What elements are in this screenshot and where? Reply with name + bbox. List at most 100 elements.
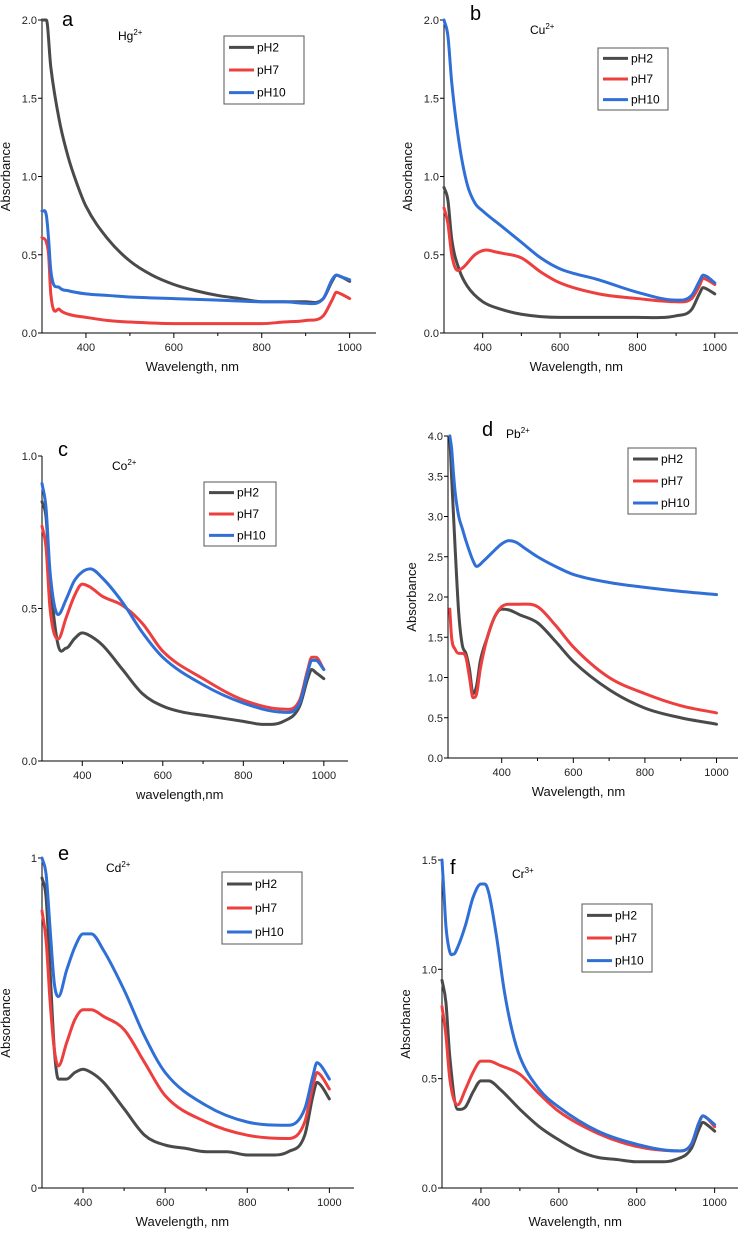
y-tick-label: 0.0: [422, 1183, 437, 1195]
legend: pH2 pH7 pH10: [203, 481, 277, 547]
ion-label: Cu2+: [530, 22, 555, 37]
panel-letter: c: [58, 439, 68, 461]
ion-symbol: Hg: [118, 29, 133, 43]
legend-label: pH7: [615, 931, 637, 945]
legend: pH2 pH7 pH10: [597, 47, 669, 111]
series-line-ph7: [40, 909, 331, 1140]
y-axis-label: Absorbance: [398, 989, 413, 1058]
y-tick-label: 2.0: [22, 15, 37, 27]
series-line-ph2: [40, 500, 326, 726]
series-line-ph10: [440, 858, 717, 1153]
ion-symbol: Cr: [512, 867, 525, 881]
y-tick-label: 0.0: [22, 756, 37, 768]
ion-charge: 2+: [121, 860, 130, 869]
x-tick-label: 400: [472, 1197, 490, 1209]
series-line-ph2: [440, 978, 717, 1164]
chart-panel-b: 400 600 800 1000 0.0 0.5 1.0 1.5 2.0 Wavelength, …: [400, 3, 738, 374]
series-line-ph10: [448, 434, 719, 597]
series-line-ph10: [442, 18, 717, 302]
y-tick-label: 3.5: [428, 471, 443, 483]
y-tick-label: 1.0: [422, 964, 437, 976]
chart-panel-e: 400 600 800 1000 0 1 Wavelength, nm Absorbance e…: [0, 843, 354, 1229]
x-tick-label: 600: [551, 342, 569, 354]
y-tick-label: 2.5: [428, 552, 443, 564]
x-tick-label: 400: [474, 342, 492, 354]
legend-label: pH7: [257, 63, 279, 77]
x-tick-label: 1000: [312, 770, 336, 782]
legend-label: pH2: [237, 486, 259, 500]
x-tick-label: 800: [234, 770, 252, 782]
x-tick-label: 600: [156, 1197, 174, 1209]
y-tick-label: 4.0: [428, 431, 443, 443]
y-tick-label: 0.5: [422, 1074, 437, 1086]
y-tick-label: 2.0: [428, 592, 443, 604]
series-line-ph7: [448, 602, 719, 715]
legend: pH2 pH7 pH10: [581, 903, 653, 973]
legend-label: pH7: [631, 72, 653, 86]
legend-label: pH10: [615, 954, 644, 968]
ion-label: Cd2+: [106, 860, 131, 875]
y-tick-label: 0.5: [428, 713, 443, 725]
y-tick-label: 1.5: [422, 855, 437, 867]
ion-symbol: Cu: [530, 23, 545, 37]
ion-label: Cr3+: [512, 866, 534, 881]
series-line-ph2: [40, 876, 331, 1157]
x-tick-label: 800: [628, 342, 646, 354]
chart-panel-f: 400 600 800 1000 0.0 0.5 1.0 1.5 Wavelength, nm A…: [398, 855, 738, 1229]
x-tick-label: 400: [74, 1197, 92, 1209]
x-tick-label: 1000: [703, 342, 727, 354]
x-axis-label: Wavelength, nm: [528, 1214, 621, 1229]
y-axis-label: Absorbance: [404, 562, 419, 631]
legend: pH2 pH7 pH10: [221, 871, 303, 945]
x-tick-label: 400: [493, 767, 511, 779]
x-tick-label: 1000: [702, 1197, 726, 1209]
x-axis-label: Wavelength, nm: [146, 359, 239, 374]
ion-charge: 2+: [521, 426, 530, 435]
series-line-ph7: [440, 1005, 717, 1153]
y-axis-label: Absorbance: [0, 142, 13, 211]
y-axis-label: Absorbance: [0, 988, 13, 1057]
ion-label: Co2+: [112, 458, 137, 473]
y-tick-label: 1.0: [22, 172, 37, 184]
legend-label: pH10: [237, 528, 266, 542]
series-line-ph7: [40, 524, 326, 711]
chart-panel-a: 400 600 800 1000 0.0 0.5 1.0 1.5 2.0 Wavelength, …: [0, 9, 376, 374]
legend-label: pH7: [237, 507, 259, 521]
x-tick-label: 600: [564, 767, 582, 779]
x-tick-label: 600: [154, 770, 172, 782]
y-tick-label: 0.0: [424, 328, 439, 340]
legend: pH2 pH7 pH10: [627, 447, 697, 515]
ion-symbol: Pb: [506, 427, 521, 441]
y-tick-label: 3.0: [428, 512, 443, 524]
ion-label: Hg2+: [118, 28, 143, 43]
legend-label: pH7: [255, 901, 277, 915]
y-tick-label: 1.0: [428, 673, 443, 685]
x-tick-label: 1000: [317, 1197, 341, 1209]
legend: pH2 pH7 pH10: [223, 35, 305, 105]
x-tick-label: 600: [550, 1197, 568, 1209]
x-tick-label: 1000: [337, 342, 361, 354]
x-tick-label: 800: [636, 767, 654, 779]
series-line-ph10: [40, 481, 326, 714]
y-tick-label: 0.5: [22, 604, 37, 616]
x-tick-label: 600: [165, 342, 183, 354]
x-tick-label: 800: [628, 1197, 646, 1209]
y-tick-label: 0.0: [428, 753, 443, 765]
y-tick-label: 1.5: [424, 93, 439, 105]
ion-charge: 2+: [133, 28, 142, 37]
legend-label: pH10: [257, 86, 286, 100]
legend-label: pH2: [255, 877, 277, 891]
y-tick-label: 1.0: [22, 451, 37, 463]
ion-charge: 3+: [525, 866, 534, 875]
ion-symbol: Cd: [106, 861, 121, 875]
x-tick-label: 400: [73, 770, 91, 782]
chart-panel-c: 400 600 800 1000 0.0 0.5 1.0 wavelength,nm c Co2+…: [22, 439, 348, 802]
y-tick-label: 1.5: [22, 93, 37, 105]
series-line-ph10: [40, 856, 331, 1127]
legend-label: pH10: [255, 925, 284, 939]
legend-label: pH2: [661, 452, 683, 466]
ion-label: Pb2+: [506, 426, 530, 441]
y-tick-label: 2.0: [424, 15, 439, 27]
panel-letter: b: [470, 3, 481, 25]
